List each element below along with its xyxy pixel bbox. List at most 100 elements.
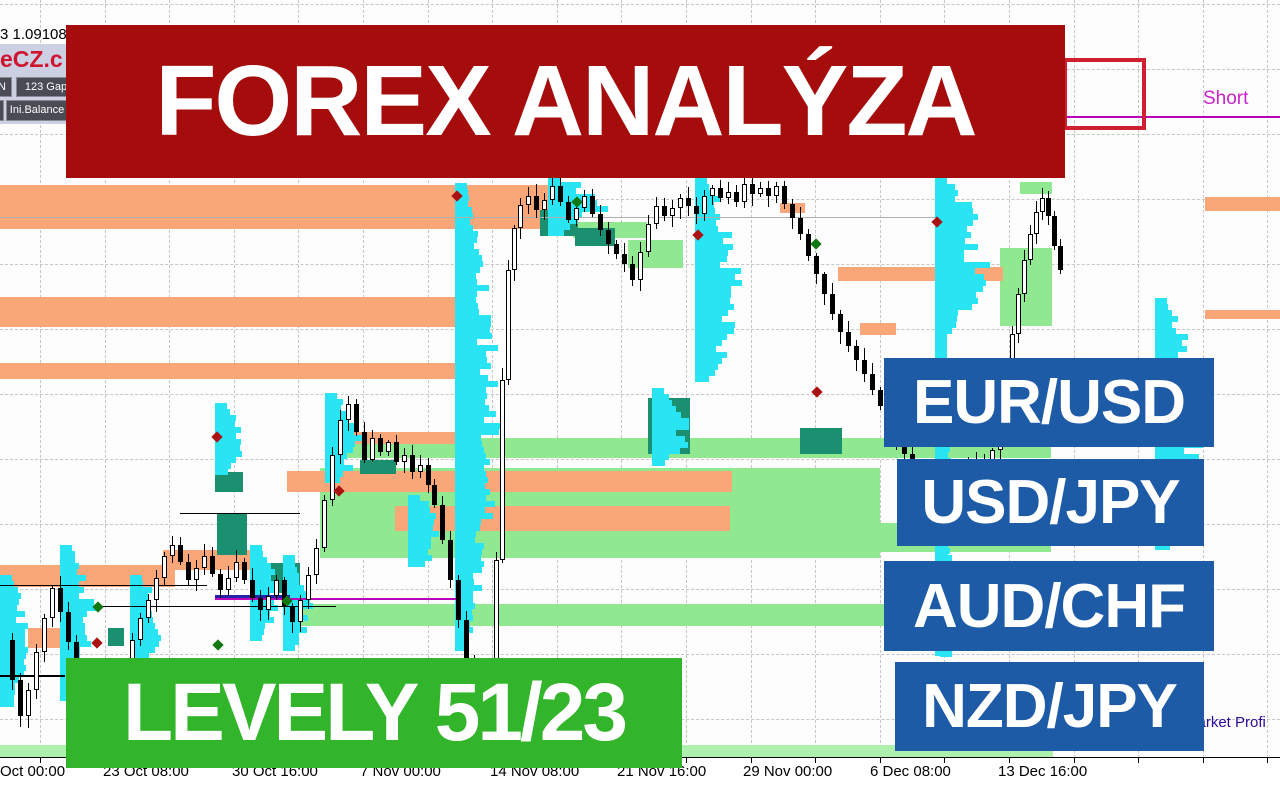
gridline-vertical: [750, 0, 752, 758]
profile-bar: [455, 231, 478, 237]
profile-bar: [455, 579, 474, 585]
candle: [1034, 212, 1039, 234]
profile-bar: [455, 495, 487, 501]
profile-bar: [455, 525, 481, 531]
candle: [354, 404, 359, 432]
profile-bar: [455, 531, 476, 537]
candle: [18, 680, 23, 716]
profile-bar: [455, 345, 499, 351]
profile-bar: [695, 310, 729, 316]
toolbar-button-partial[interactable]: [0, 100, 4, 121]
candle: [598, 214, 603, 230]
profile-bar: [215, 469, 228, 475]
candle: [870, 374, 875, 390]
candle: [290, 606, 295, 622]
axis-tick: [944, 758, 946, 763]
profile-bar: [455, 537, 476, 543]
profile-bar: [0, 695, 14, 701]
profile-bar: [215, 415, 237, 421]
candle: [1016, 294, 1021, 334]
profile-bar: [130, 605, 151, 611]
toolbar-button-123gap[interactable]: 123 Gap: [16, 77, 66, 97]
candle: [330, 455, 335, 500]
gridline-vertical: [363, 0, 364, 758]
profile-bar: [215, 451, 242, 457]
pair-label-nzdjpy: NZD/JPY: [895, 662, 1204, 751]
candle: [518, 205, 523, 228]
toolbar-button-inibalance[interactable]: Ini.Balance: [6, 100, 66, 121]
candle: [742, 184, 747, 202]
profile-bar: [695, 220, 716, 226]
gridline-vertical: [169, 0, 171, 758]
profile-bar: [1155, 322, 1172, 328]
level-line: [0, 217, 935, 218]
profile-bar: [0, 599, 19, 605]
candle: [178, 545, 183, 562]
profile-bar: [455, 243, 474, 249]
profile-bar: [130, 635, 162, 641]
toolbar-panel: eCZ.c N 123 Gap Ini.Balance: [0, 44, 66, 124]
candle: [630, 264, 635, 280]
price-zone: [800, 428, 842, 454]
market-profile-watermark: Market Profi: [1185, 714, 1266, 731]
profile-bar: [695, 244, 733, 250]
profile-bar: [455, 399, 486, 405]
profile-bar: [695, 304, 735, 310]
price-zone: [575, 228, 615, 246]
candle: [162, 556, 167, 578]
profile-bar: [1155, 340, 1183, 346]
profile-bar: [455, 237, 478, 243]
profile-bar: [935, 292, 976, 298]
profile-bar: [455, 555, 482, 561]
profile-bar: [695, 334, 727, 340]
profile-bar: [455, 201, 468, 207]
profile-bar: [250, 569, 275, 575]
profile-bar: [1155, 328, 1177, 334]
annotation-rectangle: [1063, 58, 1146, 130]
profile-bar: [325, 435, 364, 441]
profile-bar: [455, 213, 473, 219]
candle: [282, 580, 287, 606]
profile-bar: [652, 406, 677, 412]
sell-marker-icon: [91, 637, 103, 649]
candle: [258, 598, 263, 610]
buy-marker-icon: [810, 238, 822, 250]
profile-bar: [215, 427, 242, 433]
profile-bar: [695, 256, 727, 262]
profile-bar: [408, 531, 440, 537]
profile-bar: [652, 388, 662, 394]
candle: [718, 188, 723, 198]
price-zone: [295, 604, 1051, 626]
price-zone: [0, 185, 575, 229]
gridline-vertical: [556, 0, 558, 758]
candle: [694, 206, 699, 214]
profile-bar: [215, 439, 242, 445]
buy-marker-icon: [212, 639, 224, 651]
profile-bar: [283, 579, 299, 585]
candle: [846, 332, 851, 346]
profile-bar: [283, 561, 296, 567]
profile-bar: [455, 435, 481, 441]
price-zone: [215, 472, 243, 492]
profile-bar: [60, 617, 83, 623]
level-line: [1065, 116, 1280, 118]
profile-bar: [1155, 298, 1165, 304]
candle: [410, 455, 415, 472]
profile-bar: [60, 569, 77, 575]
short-signal-label: Short: [1203, 88, 1249, 109]
profile-bar: [408, 495, 418, 501]
candle: [266, 596, 271, 610]
profile-bar: [455, 225, 473, 231]
profile-bar: [455, 627, 473, 633]
candle: [210, 556, 215, 574]
gridline-horizontal: [0, 589, 1280, 590]
profile-bar: [935, 338, 946, 344]
toolbar-button-n[interactable]: N: [0, 77, 12, 97]
candle: [226, 578, 231, 590]
profile-bar: [548, 182, 582, 188]
profile-bar: [935, 548, 951, 554]
profile-bar: [695, 358, 722, 364]
profile-bar: [455, 387, 486, 393]
candle: [678, 198, 683, 208]
profile-bar: [548, 212, 582, 218]
